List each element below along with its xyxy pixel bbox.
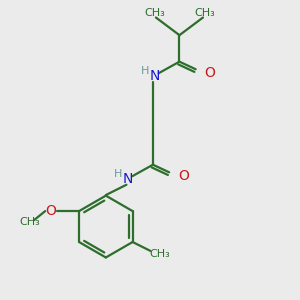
Text: H: H [114, 169, 122, 179]
Text: CH₃: CH₃ [194, 8, 215, 18]
Text: N: N [123, 172, 133, 186]
Text: O: O [204, 66, 215, 80]
Text: CH₃: CH₃ [144, 8, 165, 18]
Text: CH₃: CH₃ [19, 217, 40, 227]
Text: N: N [149, 69, 160, 83]
Text: O: O [45, 204, 56, 218]
Text: H: H [140, 66, 149, 76]
Text: CH₃: CH₃ [149, 249, 170, 259]
Text: O: O [178, 169, 189, 184]
